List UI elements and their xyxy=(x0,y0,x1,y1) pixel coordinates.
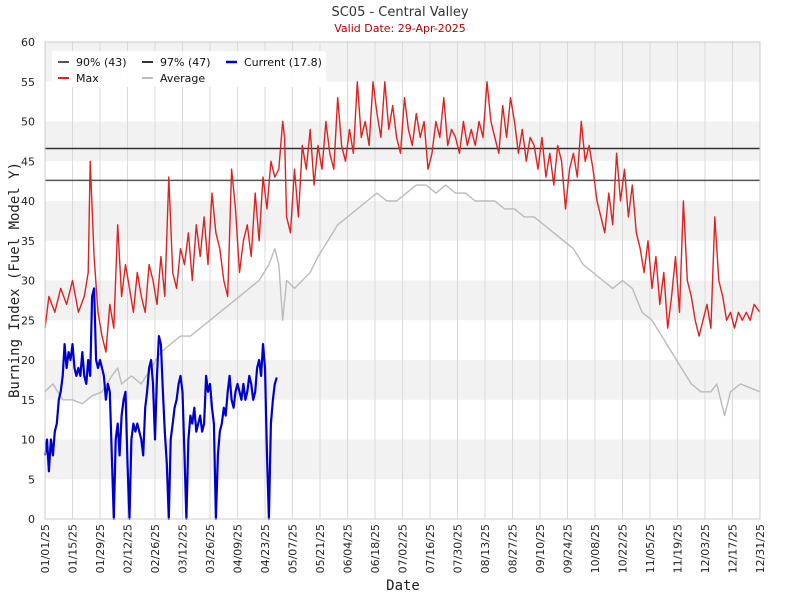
y-tick-label: 0 xyxy=(28,513,35,526)
y-tick-label: 55 xyxy=(21,76,35,89)
x-tick-label: 02/12/25 xyxy=(122,524,135,573)
x-tick-label: 10/22/25 xyxy=(617,524,630,573)
y-tick-label: 50 xyxy=(21,116,35,129)
x-tick-label: 12/03/25 xyxy=(699,524,712,573)
y-tick-label: 30 xyxy=(21,275,35,288)
x-tick-label: 10/08/25 xyxy=(589,524,602,573)
x-tick-label: 04/09/25 xyxy=(232,524,245,573)
y-tick-label: 60 xyxy=(21,36,35,49)
x-tick-label: 12/17/25 xyxy=(727,524,740,573)
y-tick-label: 15 xyxy=(21,394,35,407)
x-tick-label: 09/10/25 xyxy=(534,524,547,573)
series-line-average xyxy=(44,184,761,417)
legend: 90% (43) 97% (47) Current (17.8) Max Average xyxy=(52,51,326,87)
x-tick-label: 05/07/25 xyxy=(287,524,300,573)
series-line-current-17-8 xyxy=(43,287,278,521)
y-tick-label: 35 xyxy=(21,235,35,248)
series-line-max xyxy=(44,81,761,353)
x-tick-label: 11/19/25 xyxy=(672,524,685,573)
legend-entry: 90% (43) xyxy=(76,56,127,69)
x-axis-ticks: 01/01/25 01/15/25 01/29/25 02/12/25 02/26/25… xyxy=(39,524,767,573)
x-tick-label: 12/31/25 xyxy=(754,524,767,573)
x-tick-label: 04/23/25 xyxy=(259,524,272,573)
x-axis-label: Date xyxy=(386,578,420,594)
legend-entry: 97% (47) xyxy=(160,56,211,69)
chart-subtitle: Valid Date: 29-Apr-2025 xyxy=(334,22,466,35)
chart-title: SC05 - Central Valley xyxy=(331,5,468,20)
legend-box xyxy=(52,51,326,87)
x-tick-label: 08/13/25 xyxy=(479,524,492,573)
y-tick-label: 25 xyxy=(21,314,35,327)
series-lines xyxy=(43,81,761,521)
x-tick-label: 06/18/25 xyxy=(369,524,382,573)
legend-entry: Average xyxy=(160,72,205,85)
y-tick-label: 40 xyxy=(21,195,35,208)
x-tick-label: 07/02/25 xyxy=(397,524,410,573)
y-tick-label: 20 xyxy=(21,354,35,367)
x-tick-label: 01/01/25 xyxy=(39,524,52,573)
y-tick-label: 10 xyxy=(21,434,35,447)
legend-entry: Max xyxy=(76,72,99,85)
x-tick-label: 03/12/25 xyxy=(177,524,190,573)
x-tick-label: 03/26/25 xyxy=(204,524,217,573)
y-axis-label: Burning Index (Fuel Model Y) xyxy=(7,162,23,398)
x-tick-label: 11/05/25 xyxy=(644,524,657,573)
threshold-lines xyxy=(45,147,760,182)
x-tick-label: 02/26/25 xyxy=(149,524,162,573)
x-tick-label: 09/24/25 xyxy=(562,524,575,573)
x-tick-label: 08/27/25 xyxy=(507,524,520,573)
x-tick-label: 05/21/25 xyxy=(314,524,327,573)
y-tick-label: 45 xyxy=(21,155,35,168)
y-tick-label: 5 xyxy=(28,473,35,486)
y-axis-ticks: 0 5 10 15 20 25 30 35 40 45 50 55 60 xyxy=(21,36,35,526)
x-tick-label: 01/29/25 xyxy=(94,524,107,573)
x-tick-label: 01/15/25 xyxy=(67,524,80,573)
x-tick-label: 07/16/25 xyxy=(424,524,437,573)
legend-entry: Current (17.8) xyxy=(244,56,322,69)
plot-border xyxy=(44,41,761,520)
x-tick-label: 07/30/25 xyxy=(452,524,465,573)
x-tick-label: 06/04/25 xyxy=(342,524,355,573)
